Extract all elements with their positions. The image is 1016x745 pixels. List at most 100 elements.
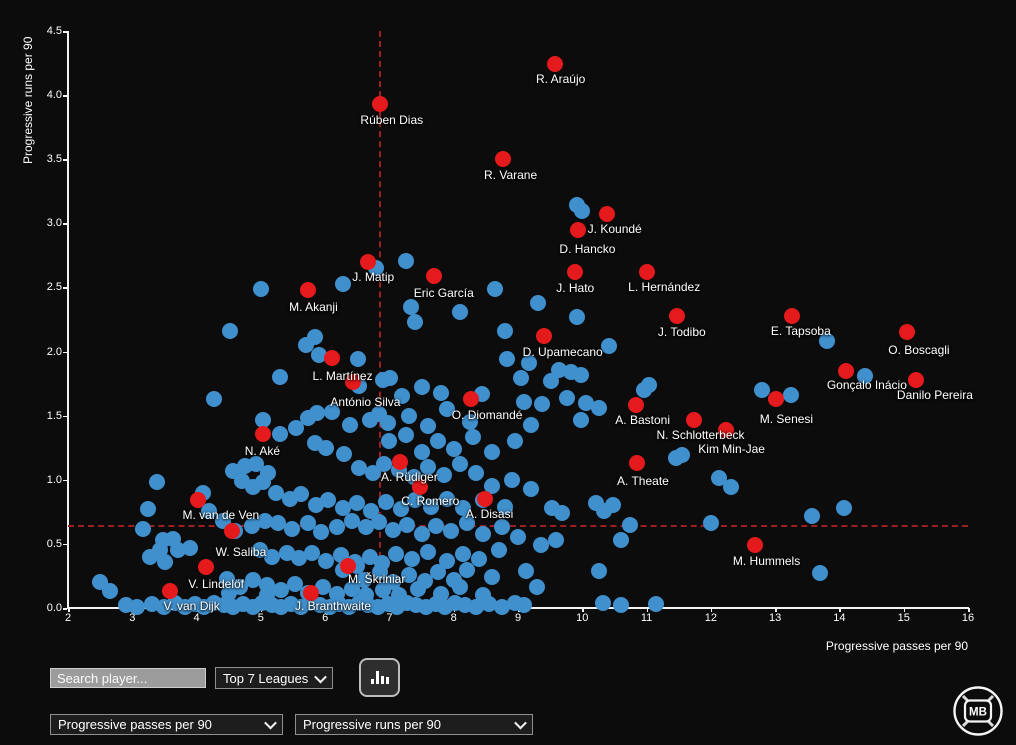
highlighted-player-point[interactable] [303,584,319,601]
highlighted-player-point[interactable] [898,324,915,341]
player-point[interactable] [439,401,456,418]
highlighted-player-point[interactable] [223,523,240,540]
player-point[interactable] [244,571,261,588]
player-point[interactable] [573,411,589,428]
player-point[interactable] [503,471,520,488]
player-point[interactable] [363,502,380,519]
player-point[interactable] [403,551,420,568]
player-point[interactable] [335,499,352,516]
player-point[interactable] [490,542,507,559]
highlighted-player-point[interactable] [300,282,317,298]
player-point[interactable] [857,367,874,384]
player-point[interactable] [134,520,151,537]
player-point[interactable] [140,501,157,518]
player-point[interactable] [349,351,366,368]
player-point[interactable] [465,429,481,446]
player-point[interactable] [304,544,321,561]
highlighted-player-point[interactable] [628,455,645,472]
player-point[interactable] [601,338,618,355]
highlighted-player-point[interactable] [371,96,388,113]
player-point[interactable] [336,446,353,463]
player-point[interactable] [361,548,378,565]
player-point[interactable] [102,583,119,600]
player-point[interactable] [578,394,595,411]
player-point[interactable] [520,355,537,372]
player-point[interactable] [452,456,469,473]
player-point[interactable] [258,576,275,593]
player-point[interactable] [529,579,546,596]
player-point[interactable] [403,298,420,315]
player-point[interactable] [554,505,571,522]
player-point[interactable] [551,361,568,378]
player-point[interactable] [269,515,286,532]
highlighted-player-point[interactable] [412,479,429,496]
player-point[interactable] [604,497,621,514]
player-point[interactable] [343,580,360,597]
player-point[interactable] [496,323,513,340]
player-point[interactable] [349,494,366,511]
player-point[interactable] [429,433,446,450]
highlighted-player-point[interactable] [198,558,215,575]
player-point[interactable] [320,492,337,509]
player-point[interactable] [591,562,607,579]
player-point[interactable] [256,512,273,529]
highlighted-player-point[interactable] [639,264,656,281]
highlighted-player-point[interactable] [627,397,644,414]
player-point[interactable] [309,405,326,422]
player-point[interactable] [397,426,414,443]
highlighted-player-point[interactable] [494,151,511,168]
player-point[interactable] [157,553,174,570]
player-point[interactable] [497,498,514,515]
player-point[interactable] [484,569,501,586]
player-point[interactable] [455,499,472,516]
player-point[interactable] [278,544,295,561]
player-point[interactable] [378,493,395,510]
player-point[interactable] [291,549,308,566]
player-point[interactable] [442,523,459,540]
player-point[interactable] [420,543,436,560]
player-point[interactable] [423,498,440,515]
player-point[interactable] [254,411,271,428]
player-point[interactable] [306,329,323,346]
player-point[interactable] [318,439,335,456]
player-point[interactable] [621,516,638,533]
highlighted-player-point[interactable] [837,362,854,379]
player-point[interactable] [711,470,728,487]
player-point[interactable] [129,598,146,615]
highlighted-player-point[interactable] [360,253,377,270]
highlighted-player-point[interactable] [685,411,702,428]
highlighted-player-point[interactable] [476,491,493,507]
player-point[interactable] [382,370,399,387]
player-point[interactable] [288,420,305,437]
player-point[interactable] [251,542,268,559]
player-point[interactable] [293,485,310,502]
highlighted-player-point[interactable] [768,390,785,407]
highlighted-player-point[interactable] [783,307,800,324]
player-point[interactable] [318,552,335,569]
player-point[interactable] [432,585,449,602]
player-point[interactable] [516,597,533,614]
player-point[interactable] [468,465,485,482]
player-point[interactable] [205,390,222,407]
highlighted-player-point[interactable] [425,267,442,284]
player-point[interactable] [594,594,611,611]
player-point[interactable] [445,441,462,457]
player-point[interactable] [413,379,430,396]
highlighted-player-point[interactable] [717,421,734,438]
player-point[interactable] [413,443,430,460]
search-input[interactable] [50,668,206,688]
player-point[interactable] [533,537,550,554]
highlighted-player-point[interactable] [161,583,178,600]
league-select[interactable]: Top 7 Leagues [215,667,333,689]
player-point[interactable] [493,598,510,615]
x-metric-select[interactable]: Progressive passes per 90 [50,714,283,735]
player-point[interactable] [243,517,260,534]
player-point[interactable] [518,562,535,579]
player-point[interactable] [355,571,372,588]
y-metric-select[interactable]: Progressive runs per 90 [295,714,533,735]
player-point[interactable] [439,552,456,569]
player-point[interactable] [264,548,281,565]
player-point[interactable] [358,519,375,536]
player-point[interactable] [429,564,446,581]
player-point[interactable] [406,314,423,331]
